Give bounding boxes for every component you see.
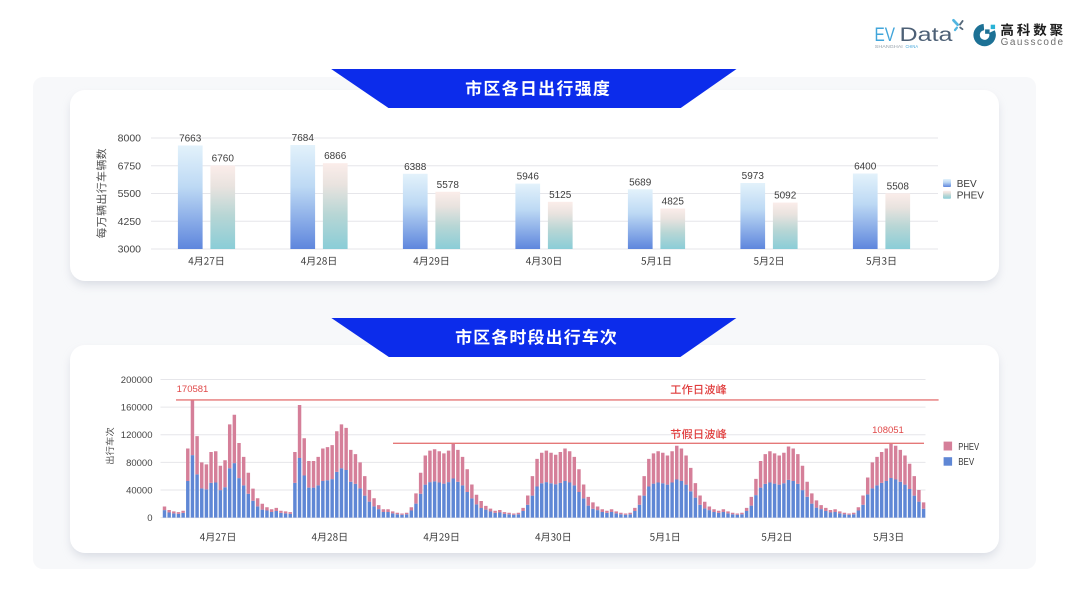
svg-text:CHINA: CHINA bbox=[906, 44, 919, 49]
svg-text:5508: 5508 bbox=[887, 181, 910, 192]
svg-text:EV: EV bbox=[875, 24, 896, 46]
svg-text:108051: 108051 bbox=[872, 425, 904, 436]
svg-text:Gausscode: Gausscode bbox=[1001, 37, 1064, 48]
svg-text:7684: 7684 bbox=[292, 133, 315, 144]
svg-text:5973: 5973 bbox=[742, 171, 765, 182]
svg-text:6866: 6866 bbox=[324, 151, 347, 162]
svg-text:160000: 160000 bbox=[121, 403, 153, 414]
svg-text:SHANGHAI: SHANGHAI bbox=[875, 44, 903, 49]
svg-text:170581: 170581 bbox=[177, 384, 209, 395]
svg-text:PHEV: PHEV bbox=[958, 442, 979, 453]
svg-text:5689: 5689 bbox=[629, 177, 652, 188]
svg-text:7663: 7663 bbox=[179, 134, 202, 145]
svg-text:6388: 6388 bbox=[404, 162, 427, 173]
svg-text:Data: Data bbox=[900, 24, 953, 46]
svg-text:BEV: BEV bbox=[958, 457, 974, 468]
svg-text:5500: 5500 bbox=[118, 188, 142, 200]
svg-text:80000: 80000 bbox=[126, 458, 152, 469]
svg-text:5578: 5578 bbox=[437, 180, 460, 191]
svg-text:5092: 5092 bbox=[774, 191, 797, 202]
svg-text:5946: 5946 bbox=[517, 172, 540, 183]
svg-text:3000: 3000 bbox=[118, 244, 142, 256]
svg-text:120000: 120000 bbox=[121, 430, 153, 441]
svg-text:0: 0 bbox=[147, 513, 152, 524]
svg-text:4825: 4825 bbox=[662, 197, 685, 208]
svg-text:6760: 6760 bbox=[212, 154, 235, 165]
svg-text:5125: 5125 bbox=[549, 190, 572, 201]
svg-text:200000: 200000 bbox=[121, 375, 153, 386]
svg-text:8000: 8000 bbox=[118, 133, 142, 145]
svg-text:40000: 40000 bbox=[126, 485, 152, 496]
svg-text:6400: 6400 bbox=[854, 162, 877, 173]
svg-text:4250: 4250 bbox=[118, 216, 142, 228]
svg-text:PHEV: PHEV bbox=[957, 191, 985, 202]
svg-text:BEV: BEV bbox=[957, 179, 977, 190]
svg-text:6750: 6750 bbox=[118, 160, 142, 172]
